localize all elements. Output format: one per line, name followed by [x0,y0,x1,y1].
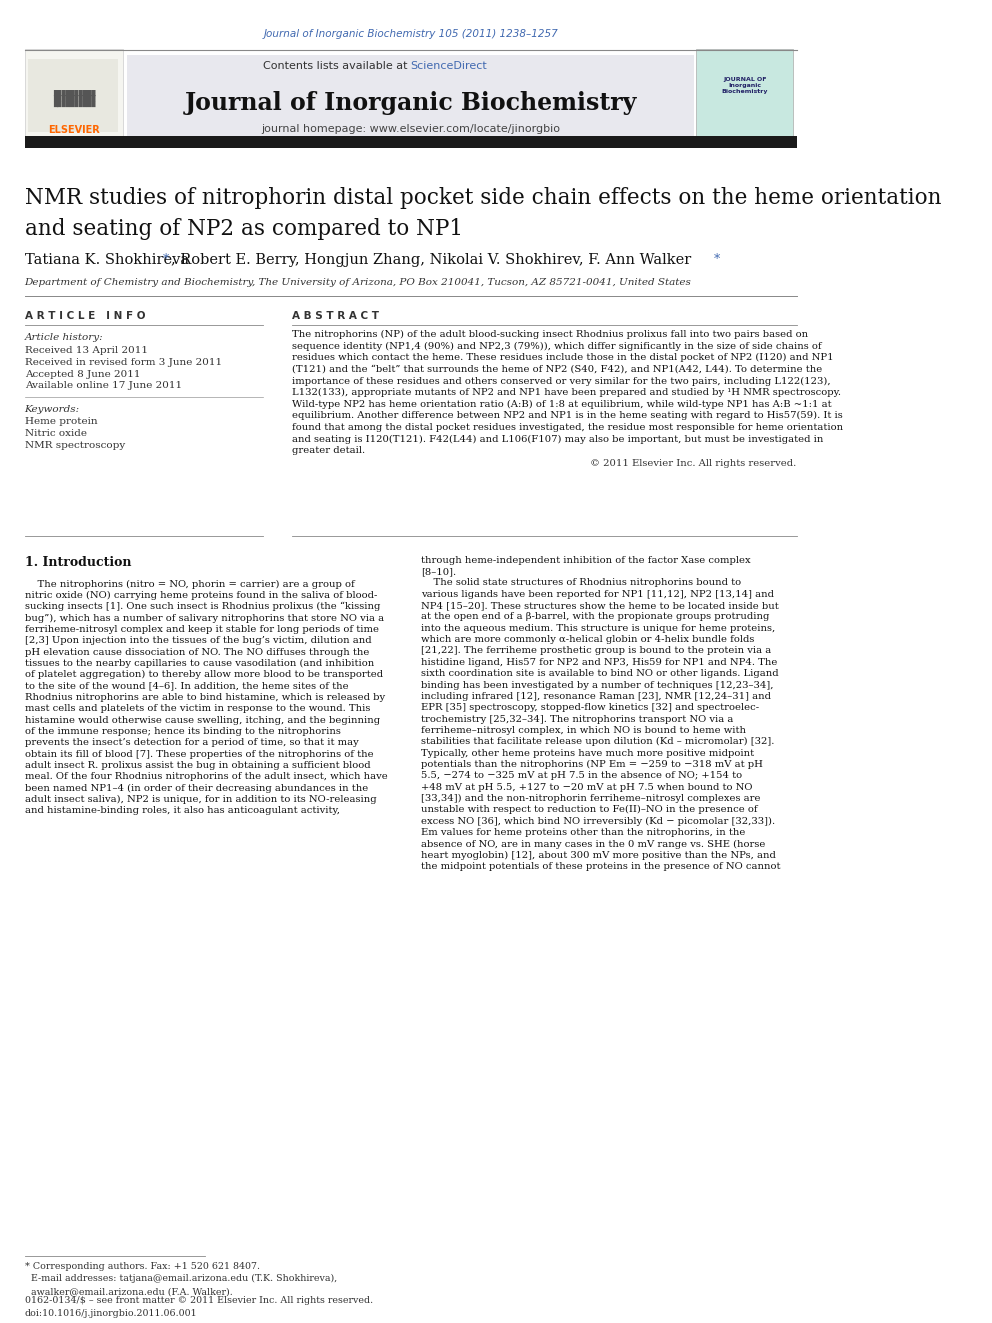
Text: Journal of Inorganic Biochemistry 105 (2011) 1238–1257: Journal of Inorganic Biochemistry 105 (2… [263,29,558,40]
Text: [2,3] Upon injection into the tissues of the bug’s victim, dilution and: [2,3] Upon injection into the tissues of… [25,636,371,646]
Text: Article history:: Article history: [25,332,103,341]
Text: Rhodnius nitrophorins are able to bind histamine, which is released by: Rhodnius nitrophorins are able to bind h… [25,693,385,703]
Text: ferriheme–nitrosyl complex, in which NO is bound to heme with: ferriheme–nitrosyl complex, in which NO … [422,726,746,734]
Text: +48 mV at pH 5.5, +127 to −20 mV at pH 7.5 when bound to NO: +48 mV at pH 5.5, +127 to −20 mV at pH 7… [422,783,753,791]
FancyBboxPatch shape [25,49,123,139]
FancyBboxPatch shape [127,56,694,139]
Text: *: * [163,254,169,266]
Text: 1. Introduction: 1. Introduction [25,556,131,569]
Text: ELSEVIER: ELSEVIER [48,124,100,135]
Text: residues which contact the heme. These residues include those in the distal pock: residues which contact the heme. These r… [292,353,833,363]
Text: various ligands have been reported for NP1 [11,12], NP2 [13,14] and: various ligands have been reported for N… [422,590,775,599]
Text: sixth coordination site is available to bind NO or other ligands. Ligand: sixth coordination site is available to … [422,669,779,679]
Text: into the aqueous medium. This structure is unique for heme proteins,: into the aqueous medium. This structure … [422,623,776,632]
Text: pH elevation cause dissociation of NO. The NO diffuses through the: pH elevation cause dissociation of NO. T… [25,647,369,656]
Text: equilibrium. Another difference between NP2 and NP1 is in the heme seating with : equilibrium. Another difference between … [292,411,842,421]
Text: mast cells and platelets of the victim in response to the wound. This: mast cells and platelets of the victim i… [25,704,370,713]
Text: The nitrophorins (NP) of the adult blood-sucking insect Rhodnius prolixus fall i: The nitrophorins (NP) of the adult blood… [292,329,807,339]
Text: Heme protein: Heme protein [25,417,97,426]
Text: and seating is I120(T121). F42(L44) and L106(F107) may also be important, but mu: and seating is I120(T121). F42(L44) and … [292,434,823,443]
Text: sequence identity (NP1,4 (90%) and NP2,3 (79%)), which differ significantly in t: sequence identity (NP1,4 (90%) and NP2,3… [292,341,821,351]
Text: , Robert E. Berry, Hongjun Zhang, Nikolai V. Shokhirev, F. Ann Walker: , Robert E. Berry, Hongjun Zhang, Nikola… [171,254,695,267]
Text: histamine would otherwise cause swelling, itching, and the beginning: histamine would otherwise cause swelling… [25,716,380,725]
Text: The solid state structures of Rhodnius nitrophorins bound to: The solid state structures of Rhodnius n… [422,578,741,587]
Text: adult insect saliva), NP2 is unique, for in addition to its NO-releasing: adult insect saliva), NP2 is unique, for… [25,795,376,804]
Text: tissues to the nearby capillaries to cause vasodilation (and inhibition: tissues to the nearby capillaries to cau… [25,659,374,668]
Text: Nitric oxide: Nitric oxide [25,429,86,438]
Text: Department of Chemistry and Biochemistry, The University of Arizona, PO Box 2100: Department of Chemistry and Biochemistry… [25,278,691,287]
Text: Received in revised form 3 June 2011: Received in revised form 3 June 2011 [25,357,222,366]
Text: ██████████
██████████
██████████: ██████████ ██████████ ██████████ [53,90,95,107]
Text: journal homepage: www.elsevier.com/locate/jinorgbio: journal homepage: www.elsevier.com/locat… [261,124,560,135]
Text: NMR spectroscopy: NMR spectroscopy [25,441,125,450]
Text: to the site of the wound [4–6]. In addition, the heme sites of the: to the site of the wound [4–6]. In addit… [25,681,348,691]
Text: (T121) and the “belt” that surrounds the heme of NP2 (S40, F42), and NP1(A42, L4: (T121) and the “belt” that surrounds the… [292,365,821,374]
Text: meal. Of the four Rhodnius nitrophorins of the adult insect, which have: meal. Of the four Rhodnius nitrophorins … [25,773,388,782]
Text: [33,34]) and the non-nitrophorin ferriheme–nitrosyl complexes are: [33,34]) and the non-nitrophorin ferrihe… [422,794,761,803]
Text: Available online 17 June 2011: Available online 17 June 2011 [25,381,182,390]
Text: Contents lists available at: Contents lists available at [263,61,411,71]
Text: The nitrophorins (nitro = NO, phorin = carrier) are a group of: The nitrophorins (nitro = NO, phorin = c… [25,579,354,589]
Text: EPR [35] spectroscopy, stopped-flow kinetics [32] and spectroelec-: EPR [35] spectroscopy, stopped-flow kine… [422,704,760,712]
Text: L132(133), appropriate mutants of NP2 and NP1 have been prepared and studied by : L132(133), appropriate mutants of NP2 an… [292,388,840,397]
Text: NMR studies of nitrophorin distal pocket side chain effects on the heme orientat: NMR studies of nitrophorin distal pocket… [25,188,941,239]
Text: ferriheme-nitrosyl complex and keep it stable for long periods of time: ferriheme-nitrosyl complex and keep it s… [25,624,379,634]
Text: © 2011 Elsevier Inc. All rights reserved.: © 2011 Elsevier Inc. All rights reserved… [590,459,797,468]
Text: found that among the distal pocket residues investigated, the residue most respo: found that among the distal pocket resid… [292,423,842,431]
Text: been named NP1–4 (in order of their decreasing abundances in the: been named NP1–4 (in order of their decr… [25,783,368,792]
Text: JOURNAL OF
Inorganic
Biochemistry: JOURNAL OF Inorganic Biochemistry [721,77,768,94]
Text: through heme-independent inhibition of the factor Xase complex: through heme-independent inhibition of t… [422,556,751,565]
Text: importance of these residues and others conserved or very similar for the two pa: importance of these residues and others … [292,377,830,385]
Text: of platelet aggregation) to thereby allow more blood to be transported: of platelet aggregation) to thereby allo… [25,671,383,679]
Text: * Corresponding authors. Fax: +1 520 621 8407.
  E-mail addresses: tatjana@email: * Corresponding authors. Fax: +1 520 621… [25,1262,337,1297]
Text: sucking insects [1]. One such insect is Rhodnius prolixus (the “kissing: sucking insects [1]. One such insect is … [25,602,380,611]
Text: [8–10].: [8–10]. [422,568,456,576]
Text: excess NO [36], which bind NO irreversibly (Kd − picomolar [32,33]).: excess NO [36], which bind NO irreversib… [422,816,776,826]
Text: A R T I C L E   I N F O: A R T I C L E I N F O [25,311,145,321]
Text: 0162-0134/$ – see front matter © 2011 Elsevier Inc. All rights reserved.
doi:10.: 0162-0134/$ – see front matter © 2011 El… [25,1297,373,1318]
Text: prevents the insect’s detection for a period of time, so that it may: prevents the insect’s detection for a pe… [25,738,358,747]
Text: Journal of Inorganic Biochemistry: Journal of Inorganic Biochemistry [185,91,637,115]
Text: bug”), which has a number of salivary nitrophorins that store NO via a: bug”), which has a number of salivary ni… [25,614,384,623]
Text: Em values for heme proteins other than the nitrophorins, in the: Em values for heme proteins other than t… [422,828,746,837]
Text: A B S T R A C T: A B S T R A C T [292,311,379,321]
Text: binding has been investigated by a number of techniques [12,23–34],: binding has been investigated by a numbe… [422,680,774,689]
Text: histidine ligand, His57 for NP2 and NP3, His59 for NP1 and NP4. The: histidine ligand, His57 for NP2 and NP3,… [422,658,778,667]
Text: trochemistry [25,32–34]. The nitrophorins transport NO via a: trochemistry [25,32–34]. The nitrophorin… [422,714,734,724]
Text: and histamine-binding roles, it also has anticoagulant activity,: and histamine-binding roles, it also has… [25,807,339,815]
Text: [21,22]. The ferriheme prosthetic group is bound to the protein via a: [21,22]. The ferriheme prosthetic group … [422,647,772,655]
Text: heart myoglobin) [12], about 300 mV more positive than the NPs, and: heart myoglobin) [12], about 300 mV more… [422,851,776,860]
Text: Accepted 8 June 2011: Accepted 8 June 2011 [25,369,140,378]
Text: of the immune response; hence its binding to the nitrophorins: of the immune response; hence its bindin… [25,726,340,736]
Text: unstable with respect to reduction to Fe(II)–NO in the presence of: unstable with respect to reduction to Fe… [422,806,758,815]
Text: 5.5, −274 to −325 mV at pH 7.5 in the absence of NO; +154 to: 5.5, −274 to −325 mV at pH 7.5 in the ab… [422,771,742,781]
Text: greater detail.: greater detail. [292,446,365,455]
Text: the midpoint potentials of these proteins in the presence of NO cannot: the midpoint potentials of these protein… [422,863,781,871]
Text: ScienceDirect: ScienceDirect [411,61,487,71]
Text: which are more commonly α-helical globin or 4-helix bundle folds: which are more commonly α-helical globin… [422,635,755,644]
FancyBboxPatch shape [696,49,794,139]
Text: NP4 [15–20]. These structures show the heme to be located inside but: NP4 [15–20]. These structures show the h… [422,601,779,610]
Text: Tatiana K. Shokhireva: Tatiana K. Shokhireva [25,254,193,267]
Text: absence of NO, are in many cases in the 0 mV range vs. SHE (horse: absence of NO, are in many cases in the … [422,839,766,848]
Text: obtain its fill of blood [7]. These properties of the nitrophorins of the: obtain its fill of blood [7]. These prop… [25,750,373,758]
FancyBboxPatch shape [28,60,118,132]
Text: Typically, other heme proteins have much more positive midpoint: Typically, other heme proteins have much… [422,749,755,758]
Text: Keywords:: Keywords: [25,405,79,414]
Text: Received 13 April 2011: Received 13 April 2011 [25,345,148,355]
Text: Wild-type NP2 has heme orientation ratio (A:B) of 1:8 at equilibrium, while wild: Wild-type NP2 has heme orientation ratio… [292,400,831,409]
Text: adult insect R. prolixus assist the bug in obtaining a sufficient blood: adult insect R. prolixus assist the bug … [25,761,370,770]
Text: at the open end of a β-barrel, with the propionate groups protruding: at the open end of a β-barrel, with the … [422,613,770,622]
Text: including infrared [12], resonance Raman [23], NMR [12,24–31] and: including infrared [12], resonance Raman… [422,692,772,701]
Text: stabilities that facilitate release upon dilution (Kd – micromolar) [32].: stabilities that facilitate release upon… [422,737,775,746]
FancyBboxPatch shape [25,136,797,148]
Text: nitric oxide (NO) carrying heme proteins found in the saliva of blood-: nitric oxide (NO) carrying heme proteins… [25,591,377,599]
Text: *: * [713,254,720,266]
Text: potentials than the nitrophorins (NP Em = −259 to −318 mV at pH: potentials than the nitrophorins (NP Em … [422,759,763,769]
